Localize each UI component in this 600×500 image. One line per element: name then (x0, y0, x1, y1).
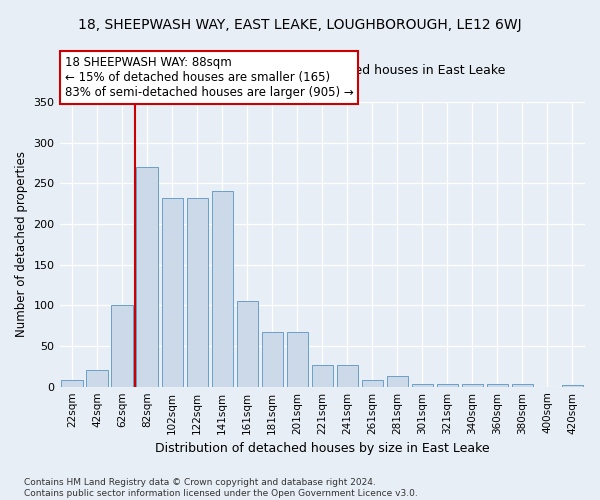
Bar (287, 332, 308, 386)
Bar (262, 332, 283, 386)
Text: 18 SHEEPWASH WAY: 88sqm
← 15% of detached houses are smaller (165)
83% of semi-d: 18 SHEEPWASH WAY: 88sqm ← 15% of detache… (65, 56, 353, 99)
Text: Contains HM Land Registry data © Crown copyright and database right 2024.
Contai: Contains HM Land Registry data © Crown c… (24, 478, 418, 498)
Bar (136, 167, 158, 386)
Bar (236, 301, 258, 386)
Bar (562, 385, 583, 386)
Bar (462, 384, 483, 386)
Bar (212, 192, 233, 386)
Bar (61, 380, 83, 386)
X-axis label: Distribution of detached houses by size in East Leake: Distribution of detached houses by size … (155, 442, 490, 455)
Bar (187, 198, 208, 386)
Bar (487, 384, 508, 386)
Text: 18, SHEEPWASH WAY, EAST LEAKE, LOUGHBOROUGH, LE12 6WJ: 18, SHEEPWASH WAY, EAST LEAKE, LOUGHBORO… (78, 18, 522, 32)
Bar (112, 306, 133, 386)
Bar (311, 364, 333, 386)
Bar (362, 380, 383, 386)
Y-axis label: Number of detached properties: Number of detached properties (15, 152, 28, 338)
Title: Size of property relative to detached houses in East Leake: Size of property relative to detached ho… (140, 64, 505, 77)
Bar (512, 384, 533, 386)
Bar (86, 370, 108, 386)
Bar (337, 364, 358, 386)
Bar (387, 376, 408, 386)
Bar (161, 198, 183, 386)
Bar (437, 384, 458, 386)
Bar (412, 384, 433, 386)
